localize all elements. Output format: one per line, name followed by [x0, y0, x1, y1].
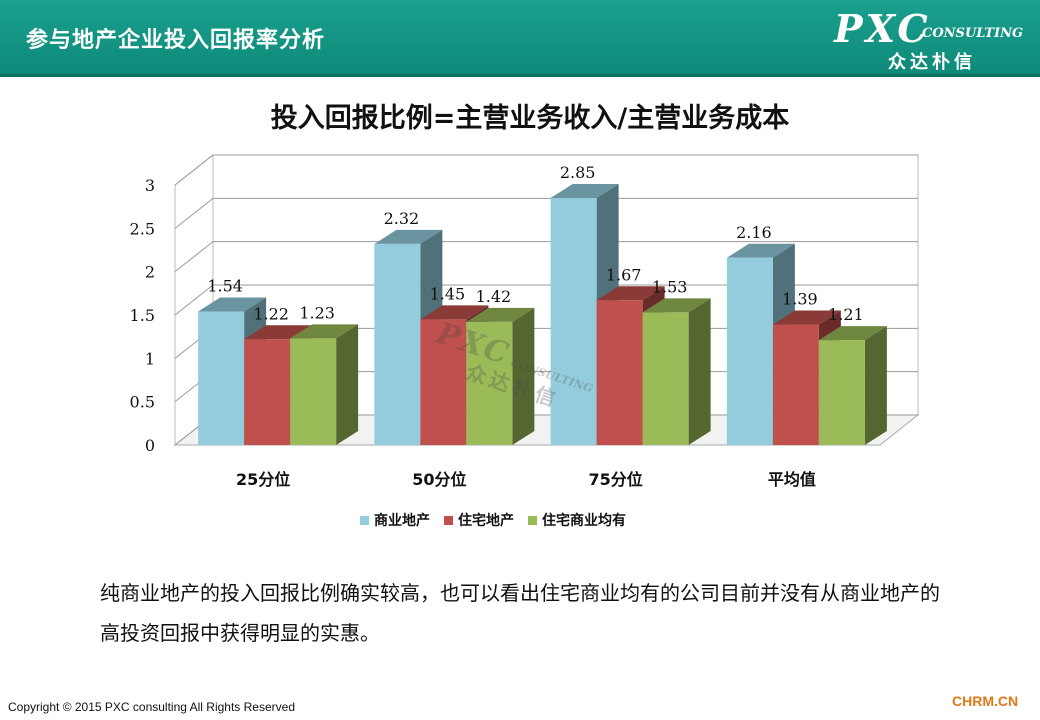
y-tick-label: 2: [145, 263, 155, 282]
bar: [772, 324, 819, 445]
bar-side: [864, 326, 887, 445]
slide-title: 参与地产企业投入回报率分析: [26, 28, 326, 53]
gridline: [174, 154, 918, 186]
logo-chinese: 众达朴信: [888, 52, 976, 73]
bar-value-label: 2.32: [384, 209, 420, 228]
copyright-text: Copyright © 2015 PXC consulting All Righ…: [8, 700, 295, 714]
y-tick-label: 3: [145, 176, 155, 195]
bar-value-label: 2.16: [736, 223, 772, 242]
bar-value-label: 2.85: [560, 163, 596, 182]
bar: [198, 311, 245, 445]
bar-top: [726, 243, 795, 258]
bar-top: [290, 324, 359, 339]
bar-top: [374, 229, 443, 244]
x-tick-label: 50分位: [412, 470, 466, 489]
legend-swatch: [444, 515, 453, 525]
legend-item-residential: 住宅地产: [444, 510, 514, 530]
gridline: [174, 197, 918, 229]
chart-title: 投入回报比例=主营业务收入/主营业务成本: [270, 103, 790, 134]
bar-value-label: 1.21: [828, 305, 864, 324]
bar-value-label: 1.67: [606, 265, 642, 284]
x-tick-label: 平均值: [768, 470, 816, 489]
bar-chart: 0 0.5 1 1.5 2 2.5 3 1.54 1.22 1.23 25分位 2.32 1.45 1.4…: [130, 153, 920, 489]
bar-value-label: 1.53: [652, 277, 688, 296]
bar: [374, 243, 421, 445]
bar: [550, 198, 597, 445]
bar: [290, 338, 337, 445]
bar: [642, 312, 689, 445]
y-tick-label: 0: [145, 436, 155, 455]
logo-consulting: CONSULTING: [922, 26, 1024, 41]
x-tick-label: 25分位: [236, 470, 290, 489]
legend-item-commercial: 商业地产: [360, 510, 430, 530]
bar-top: [772, 310, 841, 325]
gridline: [174, 241, 918, 273]
bar-side: [688, 298, 711, 445]
bar: [818, 340, 865, 445]
legend-label: 商业地产: [374, 513, 430, 529]
gridline: [174, 284, 918, 316]
bar-value-label: 1.42: [476, 287, 512, 306]
y-tick-label: 0.5: [130, 393, 155, 412]
bar-side: [336, 324, 359, 445]
bar-side: [512, 307, 535, 445]
bar-top: [550, 184, 619, 198]
bar-top: [818, 326, 887, 341]
bar-top: [198, 297, 267, 312]
y-tick-label: 1: [145, 349, 155, 368]
bar-value-label: 1.54: [207, 277, 243, 296]
bar: [466, 321, 513, 445]
header-divider: [0, 74, 1040, 77]
legend-swatch: [360, 515, 369, 525]
bar-value-label: 1.39: [782, 290, 818, 309]
bar: [244, 339, 291, 445]
bar: [726, 257, 773, 445]
bar-top: [420, 305, 489, 320]
y-tick-label: 2.5: [130, 219, 155, 238]
bar-value-label: 1.22: [253, 304, 289, 323]
x-tick-label: 75分位: [588, 470, 642, 489]
bar: [420, 319, 467, 445]
legend-label: 住宅商业均有: [542, 513, 626, 529]
legend-label: 住宅地产: [458, 513, 514, 529]
bar-top: [466, 307, 535, 322]
analysis-text: 纯商业地产的投入回报比例确实较高，也可以看出住宅商业均有的公司目前并没有从商业地…: [100, 581, 940, 645]
bar-value-label: 1.23: [299, 303, 335, 322]
chart-legend: 商业地产 住宅地产 住宅商业均有: [360, 510, 626, 530]
bar-top: [642, 298, 711, 313]
site-mark: CHRM.CN: [952, 693, 1019, 709]
logo-pxc: PXC: [834, 6, 931, 51]
bar-value-label: 1.45: [430, 284, 466, 303]
bar-top: [596, 286, 665, 301]
legend-swatch: [528, 515, 537, 525]
legend-item-mixed: 住宅商业均有: [528, 510, 626, 530]
bar: [596, 300, 643, 445]
y-tick-label: 1.5: [130, 306, 155, 325]
header-bar: [0, 0, 1040, 74]
